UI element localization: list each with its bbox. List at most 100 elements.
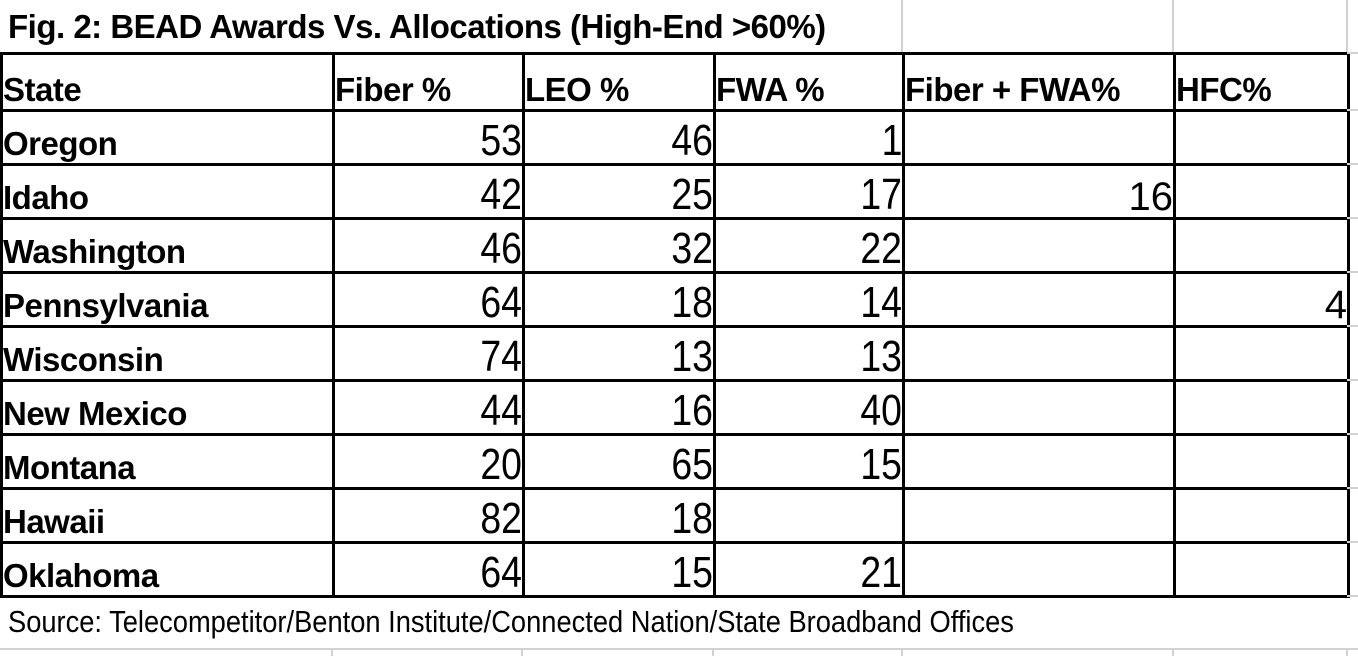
leo-pct-cell: 25 [522,163,716,220]
fwa-pct-cell-value: 22 [860,224,902,273]
hfc-pct-cell [1173,325,1350,382]
fwa-pct-cell-value: 1 [881,116,902,165]
fiber-pct-cell: 53 [332,109,525,166]
fiber-pct-cell-value: 64 [480,278,522,327]
fiber-fwa-pct-cell [902,325,1176,382]
leo-pct-cell: 16 [522,379,716,436]
fiber-fwa-pct-cell [902,109,1176,166]
fwa-pct-cell: 13 [713,325,905,382]
fiber-fwa-pct-cell: 16 [902,163,1176,220]
bead-awards-table: State Fiber % LEO % FWA % Fiber + FWA% H… [0,52,1350,598]
fiber-pct-cell: 42 [332,163,525,220]
table-row: Montana 20 65 15 [0,433,1350,490]
gridline [1172,0,1174,52]
column-header-fwa: FWA % [713,52,905,112]
leo-pct-cell-value: 25 [671,170,713,219]
gridline [1347,109,1358,111]
fiber-pct-cell-value: 46 [480,224,522,273]
hfc-pct-cell [1173,433,1350,490]
fwa-pct-cell-value: 13 [860,332,902,381]
table-row: Wisconsin 74 13 13 [0,325,1350,382]
fiber-pct-cell: 44 [332,379,525,436]
hfc-pct-cell [1173,487,1350,544]
leo-pct-cell-value: 16 [671,386,713,435]
gridline [1347,325,1358,327]
fiber-pct-cell-value: 74 [480,332,522,381]
fiber-fwa-pct-cell [902,541,1176,598]
fwa-pct-cell: 17 [713,163,905,220]
fwa-pct-cell: 40 [713,379,905,436]
fiber-pct-cell-value: 53 [480,116,522,165]
column-header-state: State [0,52,335,112]
source-row: Source: Telecompetitor/Benton Institute/… [0,598,1358,648]
hfc-pct-cell [1173,217,1350,274]
gridline [901,0,903,52]
fwa-pct-cell: 22 [713,217,905,274]
gridline [1172,650,1174,656]
table-header-row: State Fiber % LEO % FWA % Fiber + FWA% H… [0,52,1350,112]
leo-pct-cell-value: 65 [671,440,713,489]
table-row: Pennsylvania 64 18 14 4 [0,271,1350,328]
fiber-pct-cell-value: 20 [480,440,522,489]
fwa-pct-cell: 1 [713,109,905,166]
figure-title: Fig. 2: BEAD Awards Vs. Allocations (Hig… [8,8,826,45]
leo-pct-cell: 13 [522,325,716,382]
table-row: Oregon 53 46 1 [0,109,1350,166]
leo-pct-cell: 18 [522,487,716,544]
state-cell: Oklahoma [0,541,335,598]
state-cell: Wisconsin [0,325,335,382]
gridline [1347,541,1358,543]
fwa-pct-cell: 21 [713,541,905,598]
gridline [0,648,1358,650]
fiber-pct-cell: 46 [332,217,525,274]
fiber-fwa-pct-cell [902,271,1176,328]
column-header-fiber: Fiber % [332,52,525,112]
hfc-pct-cell: 4 [1173,271,1350,328]
table-body: Oregon 53 46 1 Idaho 42 25 17 16 Washington 46 32 22… [0,109,1350,598]
gridline [1347,271,1358,273]
gridline [1347,433,1358,435]
fiber-fwa-pct-cell-value: 16 [1128,175,1173,219]
leo-pct-cell-value: 18 [671,278,713,327]
fwa-pct-cell [713,487,905,544]
fiber-pct-cell-value: 44 [480,386,522,435]
fwa-pct-cell-value: 21 [860,548,902,597]
fiber-pct-cell-value: 82 [480,494,522,543]
fiber-pct-cell: 20 [332,433,525,490]
gridline [712,650,714,656]
gridline [521,650,523,656]
leo-pct-cell: 15 [522,541,716,598]
fiber-pct-cell: 74 [332,325,525,382]
gridline [1346,650,1348,656]
table-row: Oklahoma 64 15 21 [0,541,1350,598]
fiber-pct-cell: 64 [332,271,525,328]
gridline [1347,379,1358,381]
gridline [331,650,333,656]
state-cell: Montana [0,433,335,490]
fwa-pct-cell-value: 14 [860,278,902,327]
column-header-hfc: HFC% [1173,52,1350,112]
fiber-fwa-pct-cell [902,217,1176,274]
table-row: Idaho 42 25 17 16 [0,163,1350,220]
fiber-fwa-pct-cell [902,379,1176,436]
table-row: Hawaii 82 18 [0,487,1350,544]
hfc-pct-cell [1173,109,1350,166]
hfc-pct-cell [1173,163,1350,220]
state-cell: Hawaii [0,487,335,544]
gridline [1346,0,1348,52]
gridline [1347,487,1358,489]
fwa-pct-cell: 14 [713,271,905,328]
fiber-fwa-pct-cell [902,433,1176,490]
state-cell: Oregon [0,109,335,166]
fwa-pct-cell: 15 [713,433,905,490]
hfc-pct-cell [1173,541,1350,598]
gridline [1347,595,1358,597]
leo-pct-cell: 32 [522,217,716,274]
column-header-fiber-fwa: Fiber + FWA% [902,52,1176,112]
state-cell: New Mexico [0,379,335,436]
fiber-fwa-pct-cell [902,487,1176,544]
state-cell: Idaho [0,163,335,220]
state-cell: Washington [0,217,335,274]
leo-pct-cell-value: 46 [671,116,713,165]
